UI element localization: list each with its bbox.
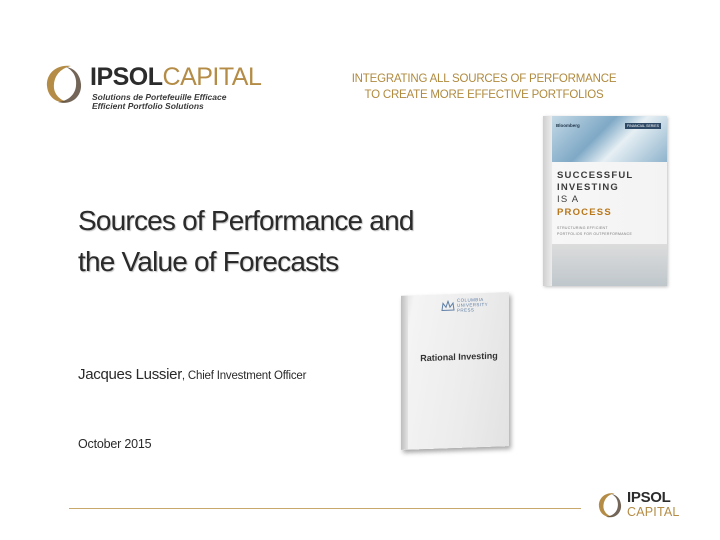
footer-logo-light: CAPITAL <box>627 505 680 519</box>
book-publisher: Bloomberg <box>556 123 580 128</box>
author-line: Jacques Lussier, Chief Investment Office… <box>78 366 306 384</box>
logo-tagline-fr: Solutions de Portefeuille Efficace <box>92 92 227 102</box>
footer-divider <box>69 508 581 509</box>
book-subtitle-line-2: PORTFOLIOS FOR OUTPERFORMANCE <box>557 232 633 236</box>
tagline-line-2: TO CREATE MORE EFFECTIVE PORTFOLIOS <box>364 89 604 101</box>
book-title: Rational Investing <box>420 350 498 364</box>
slide-title-line-2: the Value of Forecasts <box>78 246 339 277</box>
book-subtitle-line-1: STRUCTURING EFFICIENT <box>557 226 608 230</box>
book-spine <box>401 295 408 450</box>
logo-bold-text: IPSOL <box>90 63 163 91</box>
presentation-date: October 2015 <box>78 437 152 451</box>
logo-wordmark: IPSOLCAPITAL <box>90 63 262 91</box>
book-spine <box>543 116 552 286</box>
book-title-line-4: PROCESS <box>557 207 612 218</box>
logo-ring-icon <box>598 493 622 518</box>
header-tagline: INTEGRATING ALL SOURCES OF PERFORMANCE T… <box>346 71 622 103</box>
author-name: Jacques Lussier <box>78 366 182 383</box>
author-role: , Chief Investment Officer <box>181 370 307 382</box>
slide-title: Sources of Performance and the Value of … <box>78 200 498 282</box>
book-cover-successful-investing: Bloomberg FINANCIAL SERIES SUCCESSFUL IN… <box>543 116 667 286</box>
logo-tagline-en: Efficient Portfolio Solutions <box>92 101 204 111</box>
book-title-line-3: IS A <box>557 194 580 205</box>
footer-logo: IPSOL CAPITAL <box>597 489 687 522</box>
book-cover-rational-investing: COLUMBIA UNIVERSITY PRESS Rational Inves… <box>401 292 509 450</box>
tagline-line-1: INTEGRATING ALL SOURCES OF PERFORMANCE <box>351 73 617 85</box>
crown-icon <box>441 300 455 311</box>
book-series-badge: FINANCIAL SERIES <box>625 123 661 129</box>
footer-logo-bold: IPSOL <box>627 489 671 506</box>
book-cover-footer <box>552 244 667 286</box>
logo-light-text: CAPITAL <box>162 63 262 91</box>
book-title-line-1: SUCCESSFUL <box>557 170 634 181</box>
slide-title-line-1: Sources of Performance and <box>78 205 414 236</box>
publisher-logo: COLUMBIA UNIVERSITY PRESS <box>441 296 501 313</box>
publisher-name: COLUMBIA UNIVERSITY PRESS <box>457 296 489 313</box>
book-title-line-2: INVESTING <box>557 182 620 193</box>
logo-ring-icon <box>46 65 82 103</box>
company-logo: IPSOLCAPITAL Solutions de Portefeuille E… <box>44 62 262 118</box>
